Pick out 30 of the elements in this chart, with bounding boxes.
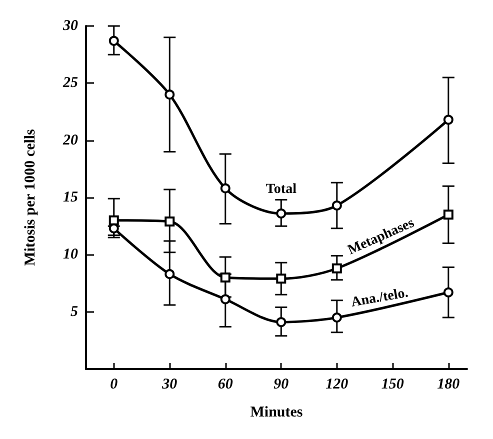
x-tick-label: 180 bbox=[437, 376, 460, 392]
x-tick-label: 30 bbox=[161, 376, 178, 392]
point bbox=[443, 210, 454, 220]
point bbox=[220, 183, 230, 194]
y-axis-title: Mitosis per 1000 cells bbox=[22, 128, 38, 266]
point bbox=[220, 272, 230, 283]
point bbox=[332, 200, 342, 210]
text: Ana./telo. bbox=[350, 286, 410, 310]
y-tick-label: 15 bbox=[63, 190, 78, 206]
point bbox=[332, 312, 342, 323]
point bbox=[220, 294, 230, 304]
point bbox=[443, 114, 454, 125]
point bbox=[108, 215, 119, 226]
point bbox=[164, 216, 175, 227]
y-tick-label: 10 bbox=[63, 246, 78, 263]
point bbox=[164, 90, 175, 100]
x-tick-label: 150 bbox=[381, 376, 404, 392]
point bbox=[443, 287, 454, 298]
series-label: Total bbox=[266, 182, 297, 198]
point bbox=[164, 269, 175, 280]
x-tick-label: 0 bbox=[110, 376, 118, 392]
y-tick-label: 20 bbox=[62, 132, 78, 148]
x-tick-label: 60 bbox=[218, 376, 234, 392]
x-tick-label: 120 bbox=[326, 376, 349, 392]
x-tick-label: 90 bbox=[274, 376, 290, 392]
x-axis-title: Minutes bbox=[250, 404, 303, 420]
y-tick-label: 25 bbox=[62, 75, 78, 92]
y-tick-label: 5 bbox=[70, 304, 78, 320]
y-tick-label: 30 bbox=[62, 18, 78, 34]
point bbox=[108, 223, 119, 234]
